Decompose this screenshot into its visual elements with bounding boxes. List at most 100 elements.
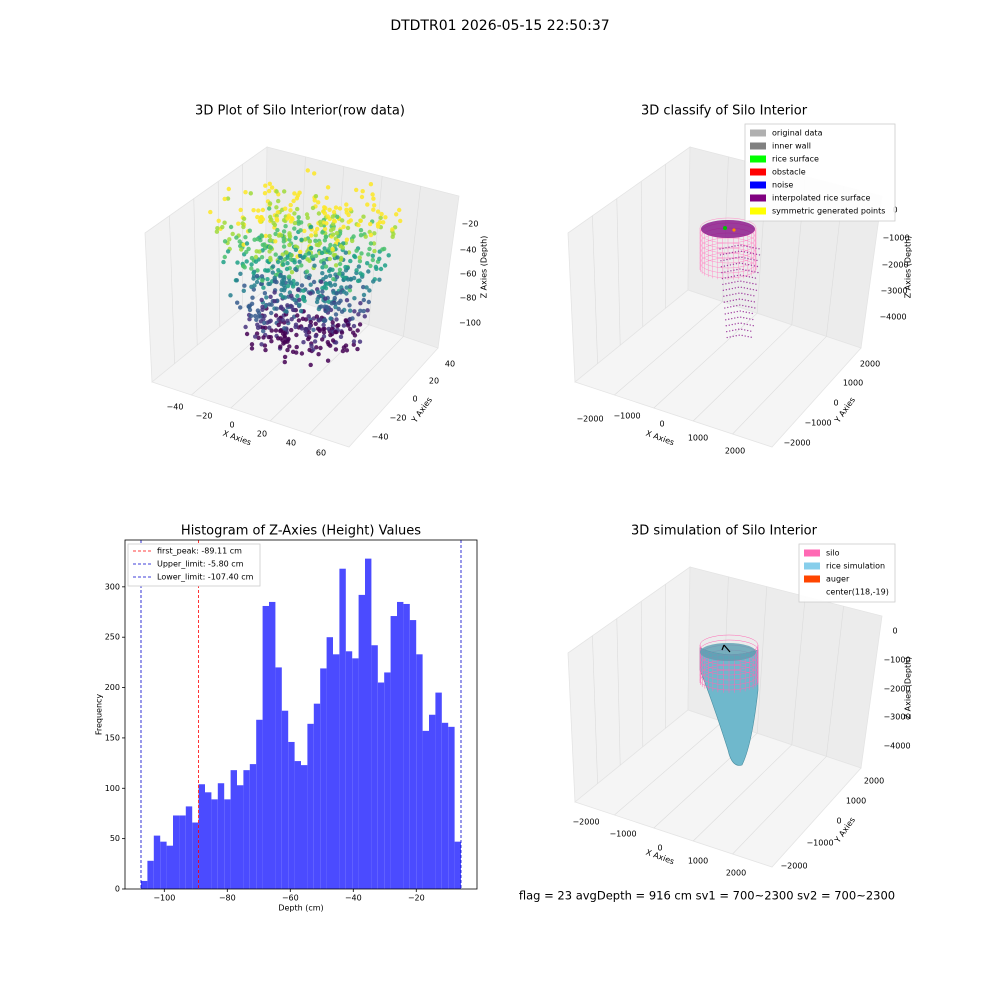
interp-point	[747, 329, 749, 332]
point	[273, 239, 278, 244]
y-tick-label: −2000	[783, 439, 810, 448]
legend-label: silo	[826, 549, 840, 558]
interp-point	[735, 329, 737, 331]
interp-point	[730, 312, 732, 314]
point	[255, 236, 260, 242]
legend-label: interpolated rice surface	[772, 194, 870, 203]
point	[332, 243, 337, 248]
point	[338, 257, 344, 262]
x-tick-label: 20	[257, 430, 267, 439]
point	[258, 314, 263, 319]
point	[282, 354, 288, 360]
interp-point	[743, 245, 745, 247]
point	[292, 226, 297, 231]
point	[371, 241, 377, 246]
point	[261, 335, 266, 340]
bar	[179, 815, 186, 889]
legend-label: inner wall	[772, 142, 811, 151]
pane-grid	[309, 336, 404, 435]
point	[365, 261, 370, 266]
point	[289, 304, 294, 309]
point	[247, 307, 253, 313]
point	[222, 254, 227, 260]
bar	[435, 692, 442, 889]
point	[236, 221, 241, 226]
point	[330, 214, 335, 219]
bar	[454, 841, 461, 889]
point	[215, 226, 220, 231]
point	[360, 189, 365, 194]
point	[306, 330, 312, 335]
point	[320, 271, 325, 276]
point	[333, 263, 339, 268]
interp-point	[747, 263, 750, 266]
point	[337, 206, 343, 211]
pane-grid	[732, 336, 827, 435]
point	[272, 222, 278, 228]
point	[345, 277, 351, 282]
point	[368, 182, 374, 187]
point	[344, 210, 349, 215]
point	[307, 335, 312, 340]
pane-grid	[193, 198, 198, 346]
interp-point	[747, 257, 749, 260]
point	[255, 214, 260, 220]
bar	[217, 783, 225, 889]
bar	[345, 651, 353, 889]
interp-point	[746, 251, 749, 254]
bar	[205, 792, 212, 889]
interp-point	[749, 252, 752, 254]
point	[238, 305, 243, 310]
point	[308, 291, 313, 296]
point	[348, 207, 353, 212]
point	[265, 277, 270, 282]
legend-label: auger	[826, 575, 850, 584]
z-tick-label: −40	[460, 246, 477, 255]
point	[338, 229, 343, 234]
interp-point	[753, 295, 755, 297]
point	[354, 187, 359, 193]
point	[234, 235, 239, 240]
interp-point	[722, 253, 725, 256]
point	[308, 224, 314, 230]
point	[299, 283, 305, 288]
point	[287, 242, 292, 248]
point	[364, 285, 369, 290]
point	[289, 253, 294, 258]
point	[284, 250, 289, 255]
point	[330, 232, 336, 237]
pane-grid	[653, 312, 758, 409]
point	[309, 343, 314, 349]
interp-point	[731, 281, 733, 284]
point	[260, 207, 266, 213]
point	[358, 308, 363, 313]
point	[288, 208, 293, 213]
x-tick-label: −2000	[576, 415, 603, 424]
point	[226, 186, 231, 192]
bar	[448, 726, 455, 889]
point	[292, 211, 297, 216]
plot-frame	[124, 539, 478, 890]
legend-swatch	[804, 549, 820, 557]
y-tick-label: −20	[390, 414, 407, 423]
interp-point	[758, 254, 761, 256]
interp-point	[720, 266, 723, 268]
point	[314, 345, 319, 350]
point	[308, 362, 313, 368]
bar	[249, 764, 257, 889]
point	[324, 304, 329, 310]
point	[323, 264, 329, 269]
point	[286, 213, 292, 218]
point	[281, 283, 287, 288]
legend-label: Lower_limit: -107.40 cm	[157, 573, 254, 582]
point	[375, 209, 381, 214]
bar	[141, 880, 148, 889]
point	[282, 288, 287, 293]
point	[282, 333, 287, 339]
interp-point	[741, 298, 744, 301]
point	[345, 225, 351, 231]
y-tick-label: 2000	[860, 360, 880, 369]
bar	[339, 568, 346, 889]
x-tick-label: 0	[659, 420, 664, 429]
point	[336, 306, 341, 312]
